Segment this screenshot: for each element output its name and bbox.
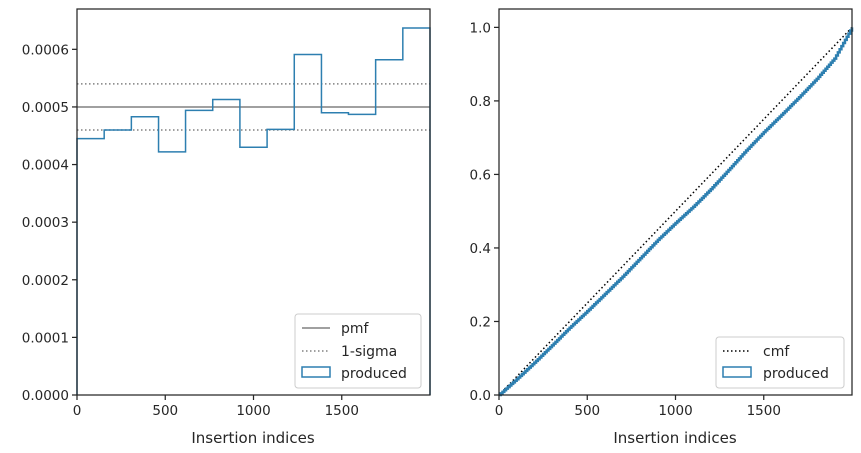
cmf-series-layer — [498, 26, 854, 397]
pmf-y-tick-label: 0.0003 — [22, 215, 69, 231]
cmf-y-ticks: 0.0 0.2 0.4 0.6 0.8 1.0 — [470, 20, 499, 404]
pmf-legend-box — [294, 313, 422, 389]
pmf-x-axis-label: Insertion indices — [191, 429, 314, 447]
pmf-y-tick-label: 0.0001 — [22, 330, 69, 346]
pmf-y-tick-label: 0.0005 — [22, 100, 69, 116]
cmf-x-axis-label: Insertion indices — [613, 429, 736, 447]
pmf-legend-label-produced: produced — [341, 366, 407, 382]
cmf-x-tick-label: 1500 — [747, 403, 781, 419]
pmf-y-tick-label: 0.0000 — [22, 388, 69, 404]
cmf-x-tick-label: 500 — [574, 403, 600, 419]
cmf-x-tick-label: 0 — [495, 403, 504, 419]
pmf-legend-label-pmf: pmf — [341, 321, 370, 337]
pmf-y-tick-label: 0.0002 — [22, 273, 69, 289]
cmf-y-tick-label: 0.8 — [470, 94, 491, 110]
pmf-series-layer — [76, 27, 431, 395]
cmf-produced-cumulative — [499, 27, 854, 397]
cmf-panel: 0 500 1000 1500 0.0 0.2 0.4 0.6 0.8 1.0 Insertio… — [470, 8, 854, 447]
cmf-x-tick-label: 1000 — [658, 403, 692, 419]
cmf-legend-swatch-produced — [722, 366, 752, 378]
pmf-produced-histogram — [76, 27, 431, 395]
cmf-legend-box — [715, 336, 845, 389]
cmf-y-tick-label: 0.6 — [470, 167, 491, 183]
cmf-x-ticks: 0 500 1000 1500 — [495, 395, 781, 419]
pmf-x-ticks: 0 500 1000 1500 — [73, 395, 359, 419]
pmf-y-ticks: 0.0000 0.0001 0.0002 0.0003 0.0004 0.0005 0.00… — [22, 42, 77, 404]
pmf-y-tick-label: 0.0004 — [22, 158, 69, 174]
pmf-legend: pmf 1-sigma produced — [294, 313, 422, 389]
cmf-legend-label-produced: produced — [763, 366, 829, 382]
pmf-legend-swatch-produced — [301, 366, 331, 378]
cmf-cmf-line — [498, 26, 853, 396]
pmf-y-tick-label: 0.0006 — [22, 42, 69, 58]
cmf-legend-label-cmf: cmf — [763, 344, 790, 360]
cmf-legend: cmf produced — [715, 336, 845, 389]
cmf-y-tick-label: 1.0 — [470, 20, 491, 36]
pmf-panel: 0 500 1000 1500 0.00000.00010.00020.00030.0… — [22, 8, 431, 447]
pmf-x-tick-label: 0 — [73, 403, 82, 419]
pmf-x-tick-label: 500 — [152, 403, 178, 419]
cmf-y-tick-label: 0.2 — [470, 314, 491, 330]
cmf-y-tick-label: 0.4 — [470, 241, 491, 257]
pmf-x-tick-label: 1500 — [325, 403, 359, 419]
pmf-legend-label-1-sigma: 1-sigma — [341, 344, 397, 360]
cmf-y-tick-label: 0.0 — [470, 388, 491, 404]
pmf-x-tick-label: 1000 — [236, 403, 270, 419]
